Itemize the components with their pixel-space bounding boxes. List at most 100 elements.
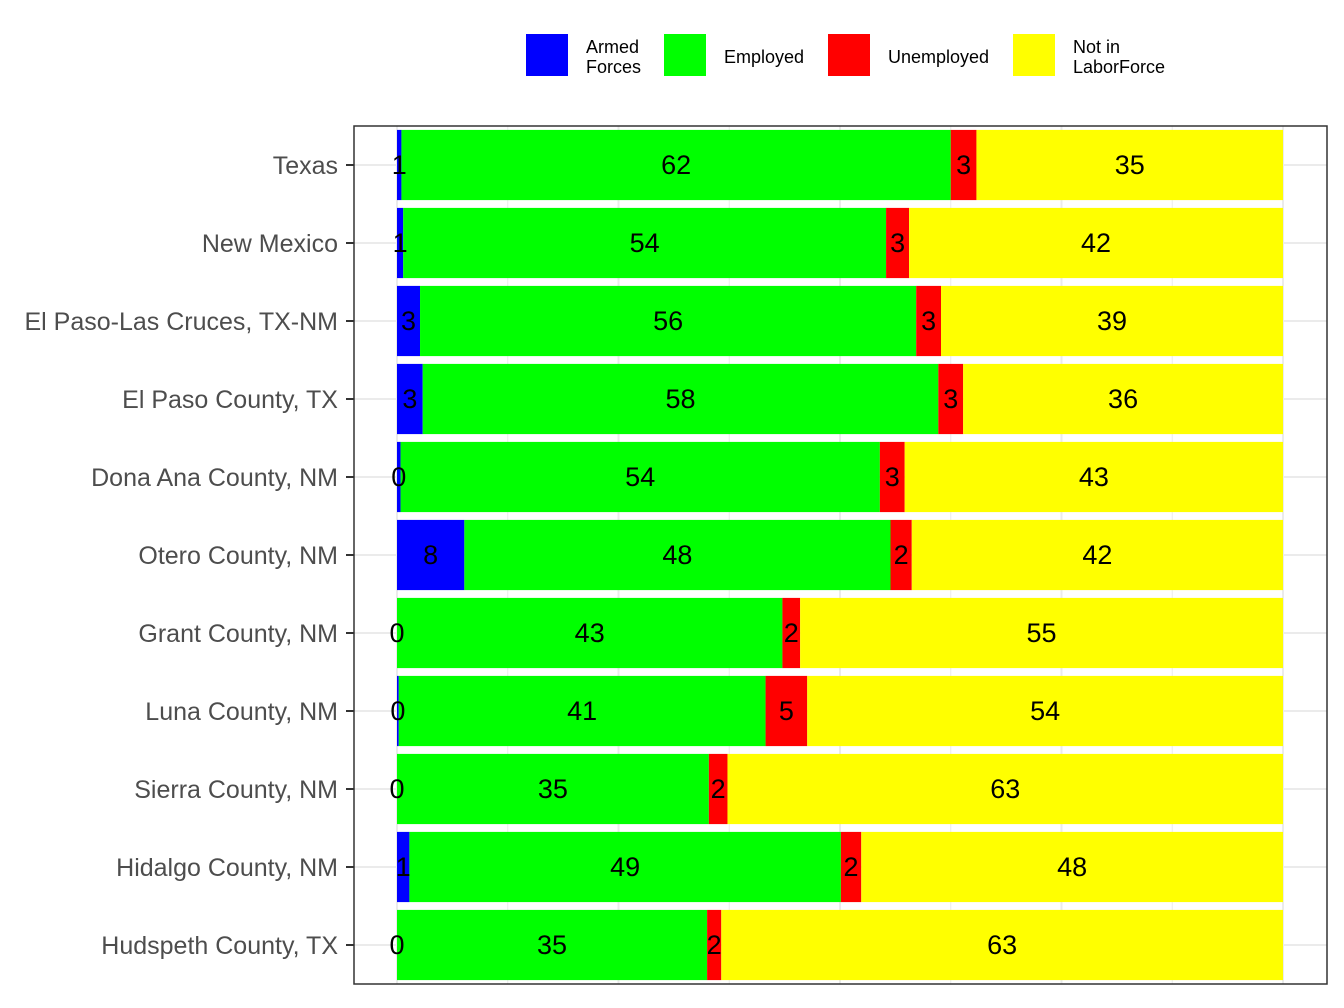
bar-segment-not-in-laborforce-el-paso-las-cruces-tx-nm [941, 285, 1283, 357]
value-label-not-in-laborforce-grant-county-nm: 55 [1027, 618, 1057, 648]
value-label-unemployed-texas: 3 [956, 150, 971, 180]
bar-segment-not-in-laborforce-sierra-county-nm [727, 753, 1283, 825]
value-label-not-in-laborforce-new-mexico: 42 [1081, 228, 1111, 258]
y-axis-label-luna-county-nm: Luna County, NM [145, 698, 338, 726]
bar-segment-unemployed-sierra-county-nm [708, 753, 728, 825]
value-label-armed-forces-grant-county-nm: 0 [389, 618, 404, 648]
y-axis-label-new-mexico: New Mexico [202, 230, 338, 258]
value-label-employed-dona-ana-county-nm: 54 [625, 462, 655, 492]
value-label-not-in-laborforce-el-paso-las-cruces-tx-nm: 39 [1097, 306, 1127, 336]
value-label-employed-hidalgo-county-nm: 49 [610, 852, 640, 882]
value-label-unemployed-dona-ana-county-nm: 3 [885, 462, 900, 492]
bar-segment-armed-forces-texas [397, 129, 402, 201]
y-axis-label-el-paso-county-tx: El Paso County, TX [122, 386, 338, 414]
value-label-employed-texas: 62 [661, 150, 691, 180]
bar-segment-employed-sierra-county-nm [397, 753, 709, 825]
value-label-armed-forces-texas: 1 [392, 150, 407, 180]
bar-segment-not-in-laborforce-new-mexico [909, 207, 1283, 279]
value-label-armed-forces-otero-county-nm: 8 [423, 540, 438, 570]
bar-segment-unemployed-luna-county-nm [765, 675, 808, 747]
bar-segment-unemployed-grant-county-nm [782, 597, 801, 669]
value-label-unemployed-hudspeth-county-tx: 2 [707, 930, 722, 960]
bar-segment-employed-new-mexico [403, 207, 887, 279]
y-axis-label-hidalgo-county-nm: Hidalgo County, NM [116, 854, 338, 882]
value-label-not-in-laborforce-otero-county-nm: 42 [1082, 540, 1112, 570]
value-label-employed-luna-county-nm: 41 [567, 696, 597, 726]
legend-label-armed-forces: Armed Forces [586, 37, 642, 77]
bar-segment-not-in-laborforce-luna-county-nm [807, 675, 1283, 747]
bar-segment-not-in-laborforce-texas [976, 129, 1283, 201]
value-label-not-in-laborforce-hidalgo-county-nm: 48 [1057, 852, 1087, 882]
value-label-armed-forces-dona-ana-county-nm: 0 [391, 462, 406, 492]
bar-segment-armed-forces-el-paso-las-cruces-tx-nm [397, 285, 421, 357]
value-label-employed-grant-county-nm: 43 [575, 618, 605, 648]
value-label-unemployed-otero-county-nm: 2 [894, 540, 909, 570]
y-axis-label-hudspeth-county-tx: Hudspeth County, TX [101, 932, 338, 960]
bar-segment-employed-hudspeth-county-tx [397, 909, 708, 981]
value-label-not-in-laborforce-luna-county-nm: 54 [1030, 696, 1060, 726]
value-label-unemployed-new-mexico: 3 [890, 228, 905, 258]
legend-label-employed: Employed [724, 47, 805, 67]
value-label-employed-el-paso-county-tx: 58 [665, 384, 695, 414]
legend-swatch-not-in-laborforce [1013, 34, 1055, 76]
bar-segment-employed-dona-ana-county-nm [400, 441, 880, 513]
value-label-employed-new-mexico: 54 [630, 228, 660, 258]
value-label-employed-hudspeth-county-tx: 35 [537, 930, 567, 960]
bar-segment-unemployed-el-paso-county-tx [938, 363, 964, 435]
bar-segment-unemployed-dona-ana-county-nm [879, 441, 905, 513]
value-label-armed-forces-hudspeth-county-tx: 0 [389, 930, 404, 960]
bar-segment-armed-forces-luna-county-nm [397, 675, 399, 747]
bar-segment-unemployed-texas [950, 129, 977, 201]
legend-label-not-in-laborforce: Not in LaborForce [1073, 37, 1166, 77]
value-label-unemployed-sierra-county-nm: 2 [711, 774, 726, 804]
value-label-not-in-laborforce-hudspeth-county-tx: 63 [987, 930, 1017, 960]
y-axis-label-el-paso-las-cruces-tx-nm: El Paso-Las Cruces, TX-NM [24, 308, 338, 336]
value-label-unemployed-el-paso-county-tx: 3 [943, 384, 958, 414]
bar-segment-employed-hidalgo-county-nm [409, 831, 841, 903]
value-label-armed-forces-el-paso-county-tx: 3 [402, 384, 417, 414]
value-label-employed-sierra-county-nm: 35 [538, 774, 568, 804]
bar-segment-unemployed-new-mexico [886, 207, 910, 279]
bar-segment-unemployed-otero-county-nm [890, 519, 912, 591]
value-label-employed-el-paso-las-cruces-tx-nm: 56 [653, 306, 683, 336]
legend-label-unemployed: Unemployed [888, 47, 990, 67]
value-label-unemployed-grant-county-nm: 2 [784, 618, 799, 648]
bar-segment-not-in-laborforce-el-paso-county-tx [963, 363, 1283, 435]
value-label-not-in-laborforce-el-paso-county-tx: 36 [1108, 384, 1138, 414]
bar-segment-unemployed-el-paso-las-cruces-tx-nm [916, 285, 942, 357]
bar-segment-employed-luna-county-nm [398, 675, 766, 747]
y-axis-label-sierra-county-nm: Sierra County, NM [134, 776, 338, 804]
legend-swatch-employed [664, 34, 706, 76]
value-label-not-in-laborforce-texas: 35 [1115, 150, 1145, 180]
bar-segment-employed-grant-county-nm [397, 597, 783, 669]
bar-segment-employed-el-paso-county-tx [422, 363, 939, 435]
value-label-armed-forces-luna-county-nm: 0 [390, 696, 405, 726]
bar-segment-not-in-laborforce-otero-county-nm [911, 519, 1283, 591]
value-label-unemployed-el-paso-las-cruces-tx-nm: 3 [921, 306, 936, 336]
bar-segment-employed-texas [401, 129, 951, 201]
value-label-armed-forces-sierra-county-nm: 0 [389, 774, 404, 804]
value-label-unemployed-luna-county-nm: 5 [779, 696, 794, 726]
bar-segment-armed-forces-otero-county-nm [397, 519, 465, 591]
y-axis-label-dona-ana-county-nm: Dona Ana County, NM [91, 464, 338, 492]
bar-segment-employed-el-paso-las-cruces-tx-nm [420, 285, 917, 357]
value-label-armed-forces-new-mexico: 1 [393, 228, 408, 258]
y-axis-label-otero-county-nm: Otero County, NM [138, 542, 338, 570]
bar-segment-armed-forces-el-paso-county-tx [397, 363, 423, 435]
value-label-armed-forces-hidalgo-county-nm: 1 [396, 852, 411, 882]
bar-segment-unemployed-hidalgo-county-nm [840, 831, 862, 903]
bar-segment-armed-forces-hidalgo-county-nm [397, 831, 410, 903]
bar-segment-armed-forces-new-mexico [397, 207, 404, 279]
y-axis-label-texas: Texas [273, 152, 338, 180]
bar-segment-not-in-laborforce-hidalgo-county-nm [861, 831, 1283, 903]
bar-segment-not-in-laborforce-grant-county-nm [800, 597, 1283, 669]
legend-swatch-armed-forces [526, 34, 568, 76]
bar-segment-armed-forces-dona-ana-county-nm [397, 441, 401, 513]
legend-swatch-unemployed [828, 34, 870, 76]
value-label-employed-otero-county-nm: 48 [662, 540, 692, 570]
bar-segment-employed-otero-county-nm [464, 519, 891, 591]
y-axis-label-grant-county-nm: Grant County, NM [138, 620, 338, 648]
value-label-armed-forces-el-paso-las-cruces-tx-nm: 3 [401, 306, 416, 336]
bar-segment-not-in-laborforce-dona-ana-county-nm [904, 441, 1283, 513]
